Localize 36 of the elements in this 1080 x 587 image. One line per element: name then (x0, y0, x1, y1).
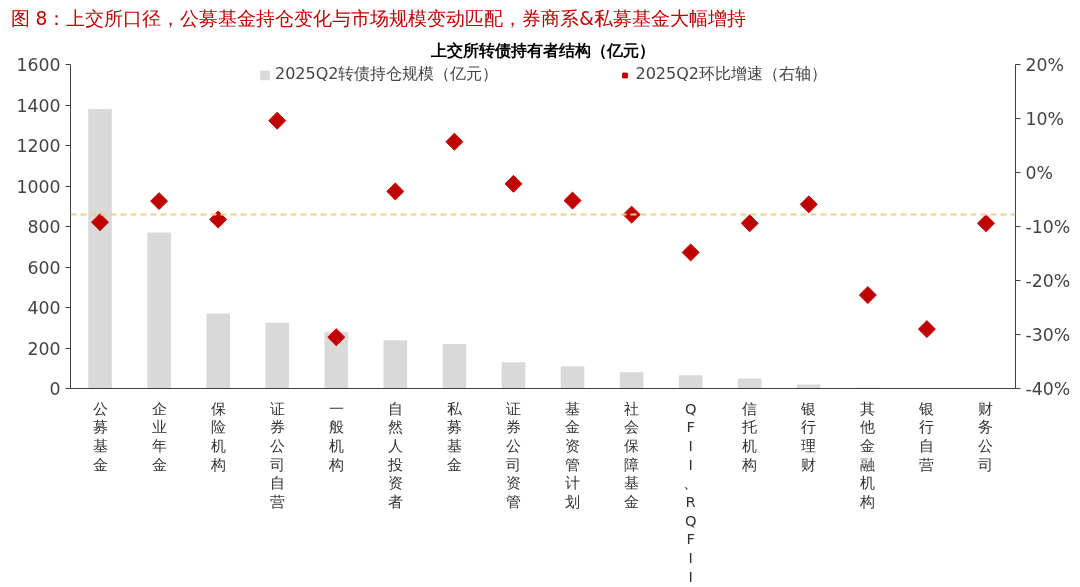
chart-title: 图 8：上交所口径，公募基金持仓变化与市场规模变动匹配，券商系&私募基金大幅增持 (10, 7, 746, 29)
y-tick-label: 1200 (16, 136, 61, 156)
x-tick-label: 一般机构 (327, 399, 344, 473)
legend-label: 2025Q2转债持仓规模（亿元） (275, 64, 499, 85)
x-tick-label: 基金资管计划 (565, 399, 581, 510)
y2-tick-label: -10% (1025, 216, 1071, 237)
y-tick-label: 1000 (16, 176, 61, 197)
category-label: QFII、RQFII (683, 399, 699, 585)
x-tick-label: 信托机构 (741, 399, 758, 473)
x-tick-label: 企业年金 (151, 399, 167, 473)
x-tick-label: 私募基金 (446, 399, 463, 473)
x-tick-label: 社会保障基金 (624, 399, 640, 510)
y-tick-label: 600 (27, 257, 61, 278)
y-tick-label: 1400 (16, 95, 61, 116)
x-tick-label: 财务公司 (978, 399, 994, 473)
x-tick-label: 证券公司自营 (269, 399, 285, 510)
y2-tick-label: 20% (1025, 54, 1065, 75)
x-tick-label: 其他金融机构 (859, 399, 876, 510)
x-tick-label: 保险机构 (209, 399, 226, 473)
y-tick-label: 200 (27, 338, 61, 359)
y-tick-label: 1600 (16, 55, 61, 75)
y-tick-label: 800 (27, 217, 61, 237)
y-tick-label: 400 (27, 298, 61, 318)
y2-tick-label: -30% (1025, 324, 1071, 345)
legend-label: 2025Q2环比增速（右轴） (635, 64, 827, 85)
x-tick-label: 银行自营 (918, 399, 935, 473)
y2-tick-label: -40% (1025, 378, 1071, 399)
y2-tick-label: -20% (1025, 270, 1071, 291)
y-tick-label: 0 (49, 379, 61, 399)
x-tick-label: 公募基金 (92, 399, 108, 473)
chart-subtitle: 上交所转债持有者结构（亿元） (430, 40, 655, 60)
x-tick-label: 银行理财 (800, 399, 817, 473)
x-tick-label: 自然人投资者 (386, 399, 403, 510)
y2-tick-label: 10% (1025, 108, 1065, 129)
x-tick-label: 证券公司资管 (505, 399, 521, 510)
y2-tick-label: 0% (1025, 162, 1053, 183)
